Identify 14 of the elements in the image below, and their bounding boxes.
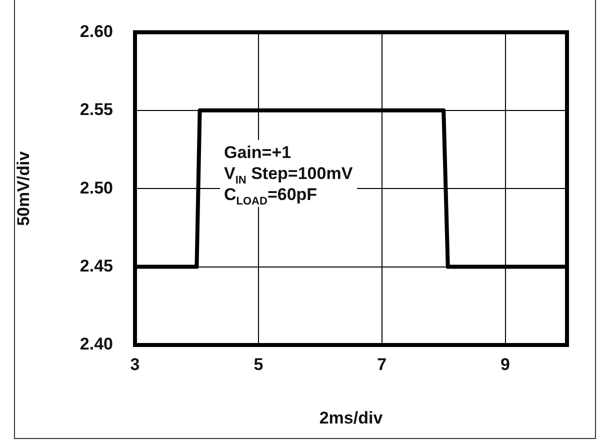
y-tick-label: 2.40 [80, 334, 113, 354]
annotation: Gain=+1 [224, 142, 292, 163]
y-tick-label: 2.60 [80, 22, 113, 41]
annotation: V$_{IN}$ Step=100mV [224, 163, 353, 186]
x-tick-label: 9 [500, 354, 510, 374]
y-axis-title: 50mV/div [14, 150, 33, 226]
x-tick-label: 5 [254, 354, 264, 374]
y-tick-label: 2.55 [80, 100, 113, 120]
x-tick-label: 7 [377, 354, 387, 374]
y-tick-label: 2.45 [80, 256, 113, 276]
x-tick-label: 3 [130, 354, 140, 374]
x-axis-title: 2ms/div [319, 408, 384, 428]
y-tick-label: 2.50 [80, 178, 113, 198]
annotation: C$_{LOAD}$=60pF [224, 184, 318, 208]
